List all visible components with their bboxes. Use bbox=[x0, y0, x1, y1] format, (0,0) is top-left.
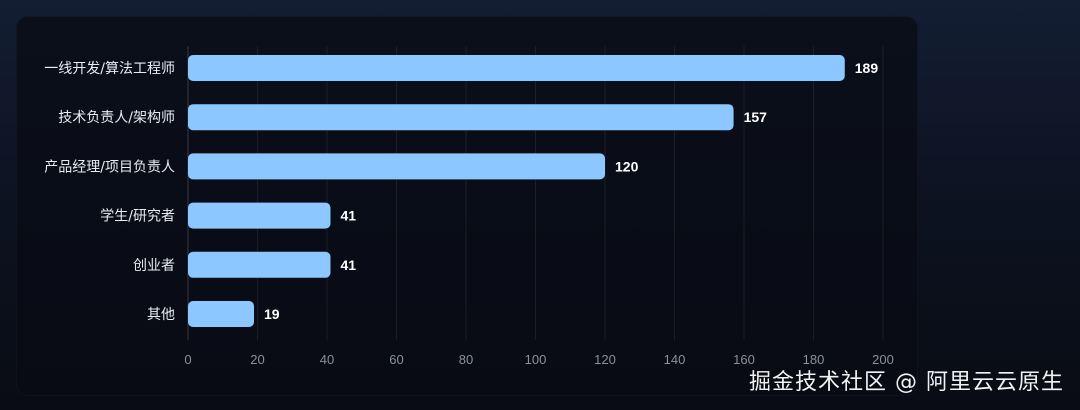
bar bbox=[188, 55, 845, 81]
bar bbox=[188, 104, 734, 131]
category-label: 其他 bbox=[147, 307, 175, 323]
watermark-text: 掘金技术社区 @ 阿里云云原生 bbox=[749, 370, 1064, 395]
x-tick-label: 120 bbox=[594, 352, 616, 367]
x-tick-label: 0 bbox=[184, 352, 191, 367]
x-tick-label: 100 bbox=[525, 352, 547, 367]
x-tick-label: 200 bbox=[872, 352, 894, 367]
bar bbox=[188, 251, 331, 278]
value-label: 41 bbox=[340, 208, 356, 224]
x-tick-label: 140 bbox=[664, 352, 686, 367]
x-tick-label: 60 bbox=[389, 352, 403, 367]
value-label: 189 bbox=[855, 60, 879, 76]
bar bbox=[188, 153, 605, 180]
x-tick-label: 160 bbox=[733, 352, 755, 367]
value-label: 157 bbox=[744, 109, 768, 125]
value-label: 120 bbox=[615, 158, 639, 174]
category-label: 创业者 bbox=[133, 258, 175, 274]
x-tick-label: 180 bbox=[803, 352, 825, 367]
bar bbox=[188, 202, 331, 229]
category-label: 技术负责人/架构师 bbox=[58, 110, 175, 126]
category-label: 一线开发/算法工程师 bbox=[44, 61, 175, 77]
labels: 0 20 40 60 80 100 120 140 160 180 200 一线开发/算法工程师 189… bbox=[44, 60, 894, 367]
bars bbox=[188, 55, 845, 327]
category-label: 产品经理/项目负责人 bbox=[44, 159, 175, 175]
value-label: 19 bbox=[264, 306, 280, 322]
category-label: 学生/研究者 bbox=[100, 209, 175, 225]
value-label: 41 bbox=[340, 257, 356, 273]
grid-lines bbox=[187, 46, 884, 340]
x-tick-label: 80 bbox=[459, 352, 473, 367]
x-tick-label: 20 bbox=[250, 352, 264, 367]
bar bbox=[188, 301, 255, 327]
x-tick-label: 40 bbox=[320, 352, 334, 367]
